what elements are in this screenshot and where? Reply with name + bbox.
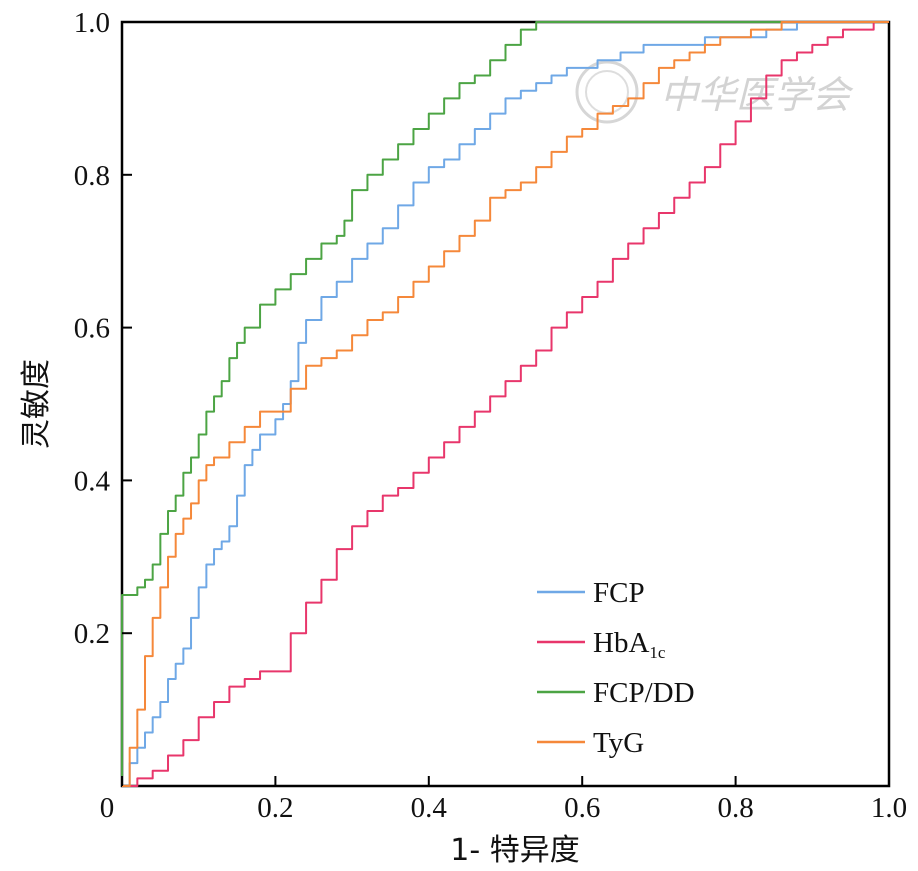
legend-label: TyG <box>593 727 644 759</box>
y-tick-label: 0.2 <box>74 618 110 650</box>
legend: FCP HbA1c FCP/DD TyG <box>537 577 695 759</box>
legend-label: FCP <box>593 577 645 609</box>
series-line-fcp <box>122 21 889 787</box>
legend-label: FCP/DD <box>593 677 695 709</box>
ticks-layer: 0.2 0.4 0.6 0.8 1.0 0.2 0.4 0.6 0.8 1.0 <box>74 7 907 824</box>
watermark: 中华医学会 <box>575 60 854 124</box>
x-axis-title: 1- 特异度 <box>450 833 579 868</box>
x-tick-label: 0.8 <box>717 792 753 824</box>
watermark-seal-icon <box>575 60 639 124</box>
plot-frame <box>120 20 891 788</box>
y-tick-label: 0.4 <box>74 465 111 497</box>
y-tick-label: 0.8 <box>74 160 110 192</box>
x-tick-label: 0.6 <box>564 792 600 824</box>
series-layer <box>121 21 889 787</box>
watermark-text: 中华医学会 <box>660 73 854 117</box>
y-axis-title: 灵敏度 <box>19 359 54 449</box>
y-tick-label: 0.6 <box>74 313 110 345</box>
x-tick-label: 0.4 <box>411 792 448 824</box>
x-tick-label: 0.2 <box>257 792 293 824</box>
series-line-tyg <box>122 21 889 787</box>
x-tick-label-0: 0 <box>100 792 115 824</box>
series-line-fcp-dd <box>121 21 889 786</box>
x-tick-label: 1.0 <box>871 792 907 824</box>
legend-label: HbA1c <box>593 627 666 662</box>
y-tick-label: 1.0 <box>74 7 110 39</box>
series-line-hba <box>122 21 889 787</box>
legend-label-subscript: 1c <box>649 643 666 662</box>
